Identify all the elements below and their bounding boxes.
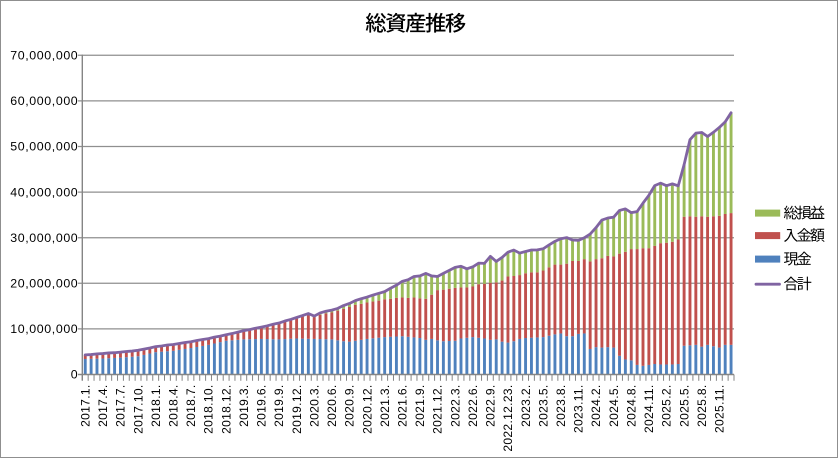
- svg-text:2025.5.: 2025.5.: [677, 384, 691, 427]
- svg-text:2018.12.: 2018.12.: [219, 384, 233, 434]
- svg-text:2018.10.: 2018.10.: [202, 384, 216, 434]
- svg-text:2022.6.: 2022.6.: [466, 384, 480, 427]
- svg-text:2019.12.: 2019.12.: [290, 384, 304, 434]
- svg-text:2022.9.: 2022.9.: [484, 384, 498, 427]
- svg-text:2024.5.: 2024.5.: [607, 384, 621, 427]
- svg-text:2023.2.: 2023.2.: [519, 384, 533, 427]
- svg-text:60,000,000: 60,000,000: [10, 94, 78, 108]
- svg-text:2017.4.: 2017.4.: [96, 384, 110, 427]
- svg-text:2017.10.: 2017.10.: [131, 384, 145, 434]
- svg-text:2024.8.: 2024.8.: [624, 384, 638, 427]
- svg-text:2018.7.: 2018.7.: [184, 384, 198, 427]
- svg-text:2020.9.: 2020.9.: [343, 384, 357, 427]
- svg-text:50,000,000: 50,000,000: [10, 140, 78, 154]
- svg-text:2025.11.: 2025.11.: [713, 384, 727, 433]
- svg-text:2025.8.: 2025.8.: [695, 384, 709, 427]
- svg-text:2019.9.: 2019.9.: [272, 384, 286, 427]
- svg-text:2020.3.: 2020.3.: [307, 384, 321, 427]
- svg-text:2018.4.: 2018.4.: [167, 384, 181, 427]
- svg-text:2024.2.: 2024.2.: [589, 384, 603, 427]
- svg-text:0: 0: [71, 368, 79, 382]
- svg-text:2020.6.: 2020.6.: [325, 384, 339, 427]
- svg-text:2023.8.: 2023.8.: [554, 384, 568, 427]
- svg-text:2021.12.: 2021.12.: [431, 384, 445, 434]
- svg-text:10,000,000: 10,000,000: [10, 322, 78, 336]
- svg-text:2021.9.: 2021.9.: [413, 384, 427, 427]
- svg-text:2017.1.: 2017.1.: [78, 384, 92, 427]
- svg-text:30,000,000: 30,000,000: [10, 231, 78, 245]
- svg-text:2017.7.: 2017.7.: [114, 384, 128, 427]
- svg-text:2020.12.: 2020.12.: [360, 384, 374, 434]
- svg-text:2021.3.: 2021.3.: [378, 384, 392, 427]
- svg-text:2022.12.23.: 2022.12.23.: [501, 384, 515, 451]
- svg-text:2024.11.: 2024.11.: [642, 384, 656, 433]
- svg-text:2023.5.: 2023.5.: [536, 384, 550, 427]
- svg-text:2023.11.: 2023.11.: [572, 384, 586, 433]
- svg-text:2019.6.: 2019.6.: [255, 384, 269, 427]
- svg-text:40,000,000: 40,000,000: [10, 185, 78, 199]
- svg-text:2019.3.: 2019.3.: [237, 384, 251, 427]
- svg-text:70,000,000: 70,000,000: [10, 49, 78, 63]
- svg-text:20,000,000: 20,000,000: [10, 277, 78, 291]
- svg-text:2025.2.: 2025.2.: [660, 384, 674, 427]
- svg-text:2022.3.: 2022.3.: [448, 384, 462, 427]
- svg-text:2021.6.: 2021.6.: [395, 384, 409, 427]
- svg-text:2018.1.: 2018.1.: [149, 384, 163, 427]
